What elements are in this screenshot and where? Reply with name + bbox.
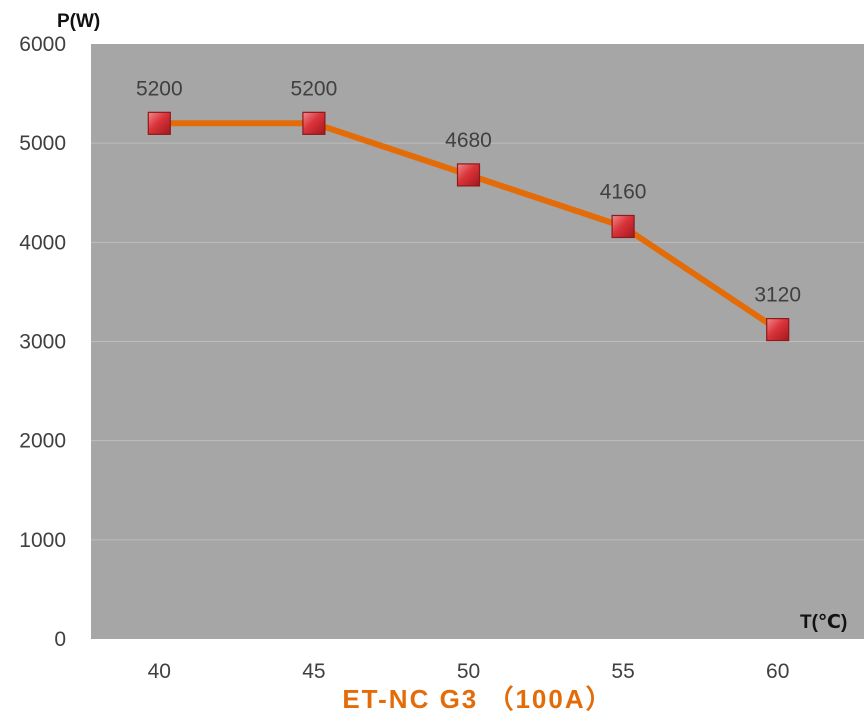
y-tick-label: 5000 <box>19 132 66 155</box>
y-tick-label: 0 <box>54 628 66 651</box>
y-axis-title: P(W) <box>57 11 100 32</box>
data-point-marker <box>302 111 326 135</box>
x-axis-title: T(℃) <box>800 612 847 633</box>
data-label: 3120 <box>754 284 801 307</box>
y-tick-label: 1000 <box>19 529 66 552</box>
x-tick-label: 40 <box>148 660 171 683</box>
data-point-marker <box>456 163 481 187</box>
x-tick-label: 60 <box>766 660 789 683</box>
data-label: 5200 <box>136 77 183 100</box>
y-tick-label: 2000 <box>19 430 66 453</box>
data-point-marker <box>147 111 171 135</box>
gridlines <box>91 142 864 541</box>
x-tick-label: 45 <box>302 660 325 683</box>
data-label: 4680 <box>445 129 492 152</box>
data-labels: 5200 5200 4680 4160 3120 <box>136 77 801 306</box>
y-tick-label: 3000 <box>19 331 66 354</box>
data-point-marker <box>611 214 635 239</box>
chart-title: ET-NC G3 （100A） <box>342 684 613 714</box>
x-tick-label: 50 <box>457 660 480 683</box>
x-tick-label: 55 <box>611 660 634 683</box>
data-point-marker <box>766 318 790 342</box>
data-label: 4160 <box>600 180 647 203</box>
series-markers <box>147 111 790 342</box>
x-axis-ticks: 40 45 50 55 60 <box>148 660 790 683</box>
y-axis-ticks: 0 1000 2000 3000 4000 5000 6000 <box>19 33 66 651</box>
data-label: 5200 <box>291 77 338 100</box>
y-tick-label: 6000 <box>19 33 66 56</box>
y-tick-label: 4000 <box>19 231 66 254</box>
